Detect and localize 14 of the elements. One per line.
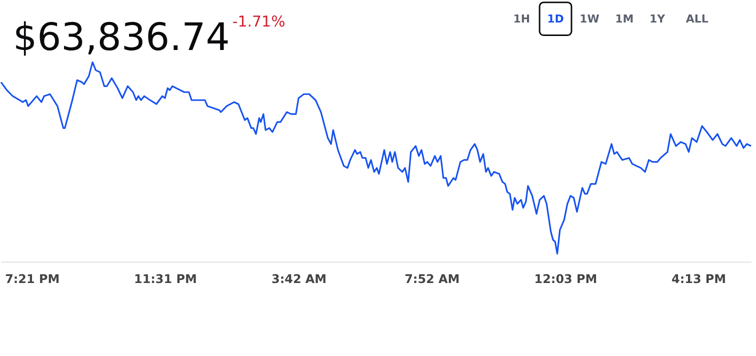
text: 1H [513,12,530,26]
text: ALL [686,12,708,26]
x-tick-label: 7:21 PM [5,272,60,286]
text: 1M [615,12,634,26]
chart-title: $63,836.74 [12,15,230,60]
text: 1W [580,12,600,26]
text: 1Y [649,12,666,26]
x-tick-label: 4:13 PM [672,272,726,286]
x-tick-label: 7:52 AM [404,272,460,286]
text: 1D [547,12,564,26]
x-tick-label: 11:31 PM [134,272,197,286]
x-tick-label: 12:03 PM [534,272,598,286]
x-tick-label: 3:42 AM [272,272,327,286]
chart-subtitle: -1.71% [232,12,286,30]
